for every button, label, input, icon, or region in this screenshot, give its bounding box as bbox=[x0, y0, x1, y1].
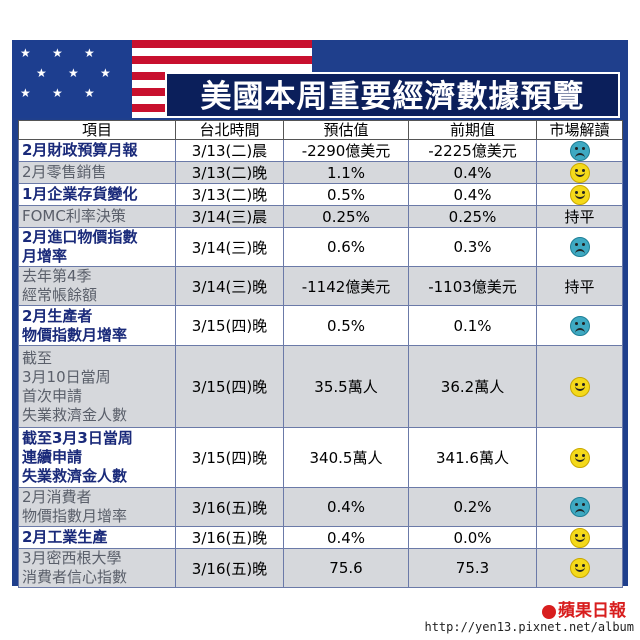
cell-forecast: 0.5% bbox=[283, 305, 409, 346]
cell-time: 3/15(四)晚 bbox=[175, 305, 284, 346]
cell-forecast: 0.5% bbox=[283, 183, 409, 206]
cell-time: 3/16(五)晚 bbox=[175, 487, 284, 527]
cell-market-reading bbox=[536, 305, 623, 346]
cell-previous: 0.1% bbox=[408, 305, 537, 346]
table-row: 2月工業生產 3/16(五)晚 0.4% 0.0% bbox=[18, 526, 623, 549]
flag-canton: ★ ★ ★ ★ ★ ★ ★ ★ ★ bbox=[12, 40, 132, 118]
cell-market-reading bbox=[536, 427, 623, 488]
cell-forecast: 75.6 bbox=[283, 548, 409, 588]
cell-item: 截至 3月10日當周 首次申請 失業救濟金人數 bbox=[18, 345, 176, 428]
cell-previous: 75.3 bbox=[408, 548, 537, 588]
cell-market-reading bbox=[536, 183, 623, 206]
cell-previous: 0.4% bbox=[408, 183, 537, 206]
cell-market-reading bbox=[536, 487, 623, 527]
cell-item: FOMC利率決策 bbox=[18, 205, 176, 228]
cell-market-reading: 持平 bbox=[536, 205, 623, 228]
page-title: 美國本周重要經濟數據預覽 bbox=[165, 72, 620, 118]
table-row: 截至3月3日當周 連續申請 失業救濟金人數 3/15(四)晚 340.5萬人 341.… bbox=[18, 427, 623, 488]
table-row: 2月生產者 物價指數月增率 3/15(四)晚 0.5% 0.1% bbox=[18, 305, 623, 346]
cell-previous: -1103億美元 bbox=[408, 266, 537, 306]
reading-text: 持平 bbox=[564, 277, 595, 296]
header-forecast: 預估值 bbox=[283, 120, 409, 140]
cell-time: 3/15(四)晚 bbox=[175, 427, 284, 488]
cell-previous: 0.3% bbox=[408, 227, 537, 267]
cell-forecast: 1.1% bbox=[283, 161, 409, 184]
cell-market-reading bbox=[536, 526, 623, 549]
cell-market-reading bbox=[536, 548, 623, 588]
cell-time: 3/16(五)晚 bbox=[175, 548, 284, 588]
cell-time: 3/14(三)晨 bbox=[175, 205, 284, 228]
cell-time: 3/15(四)晚 bbox=[175, 345, 284, 428]
cell-forecast: 0.4% bbox=[283, 487, 409, 527]
sad-face-icon bbox=[569, 315, 590, 336]
cell-item: 1月企業存貨變化 bbox=[18, 183, 176, 206]
cell-item: 2月零售銷售 bbox=[18, 161, 176, 184]
table-row: 截至 3月10日當周 首次申請 失業救濟金人數 3/15(四)晚 35.5萬人 36.… bbox=[18, 345, 623, 428]
cell-time: 3/13(二)晨 bbox=[175, 139, 284, 162]
cell-previous: 341.6萬人 bbox=[408, 427, 537, 488]
cell-time: 3/16(五)晚 bbox=[175, 526, 284, 549]
cell-market-reading bbox=[536, 161, 623, 184]
smiley-face-icon bbox=[569, 184, 590, 205]
table-row: 去年第4季 經常帳餘額 3/14(三)晚 -1142億美元 -1103億美元 持平 bbox=[18, 266, 623, 306]
cell-item: 2月生產者 物價指數月增率 bbox=[18, 305, 176, 346]
cell-time: 3/13(二)晚 bbox=[175, 183, 284, 206]
cell-forecast: 0.6% bbox=[283, 227, 409, 267]
apple-icon bbox=[542, 604, 556, 619]
cell-forecast: 0.4% bbox=[283, 526, 409, 549]
cell-time: 3/14(三)晚 bbox=[175, 266, 284, 306]
economic-data-table: 項目 台北時間 預估值 前期值 市場解讀 2月財政預算月報 3/13(二)晨 -22… bbox=[18, 120, 623, 588]
cell-market-reading bbox=[536, 345, 623, 428]
header-item: 項目 bbox=[18, 120, 176, 140]
cell-forecast: 340.5萬人 bbox=[283, 427, 409, 488]
cell-previous: 0.0% bbox=[408, 526, 537, 549]
cell-item: 2月財政預算月報 bbox=[18, 139, 176, 162]
cell-previous: 36.2萬人 bbox=[408, 345, 537, 428]
cell-forecast: -2290億美元 bbox=[283, 139, 409, 162]
cell-forecast: -1142億美元 bbox=[283, 266, 409, 306]
header-previous: 前期值 bbox=[408, 120, 537, 140]
reading-text: 持平 bbox=[564, 208, 595, 226]
cell-previous: 0.4% bbox=[408, 161, 537, 184]
header-market-reading: 市場解讀 bbox=[536, 120, 623, 140]
cell-previous: 0.25% bbox=[408, 205, 537, 228]
cell-time: 3/13(二)晚 bbox=[175, 161, 284, 184]
cell-market-reading bbox=[536, 227, 623, 267]
table-row: 2月零售銷售 3/13(二)晚 1.1% 0.4% bbox=[18, 161, 623, 184]
cell-market-reading bbox=[536, 139, 623, 162]
smiley-face-icon bbox=[569, 558, 590, 578]
table-row: 2月財政預算月報 3/13(二)晨 -2290億美元 -2225億美元 bbox=[18, 139, 623, 162]
cell-previous: -2225億美元 bbox=[408, 139, 537, 162]
table-row: FOMC利率決策 3/14(三)晨 0.25% 0.25% 持平 bbox=[18, 205, 623, 228]
sad-face-icon bbox=[569, 237, 590, 257]
cell-item: 2月進口物價指數 月增率 bbox=[18, 227, 176, 267]
cell-previous: 0.2% bbox=[408, 487, 537, 527]
table-row: 2月進口物價指數 月增率 3/14(三)晚 0.6% 0.3% bbox=[18, 227, 623, 267]
smiley-face-icon bbox=[569, 162, 590, 183]
smiley-face-icon bbox=[569, 527, 590, 548]
smiley-face-icon bbox=[569, 447, 590, 468]
cell-item: 截至3月3日當周 連續申請 失業救濟金人數 bbox=[18, 427, 176, 488]
smiley-face-icon bbox=[569, 376, 590, 397]
us-flag-graphic: ★ ★ ★ ★ ★ ★ ★ ★ ★ bbox=[12, 40, 312, 118]
cell-item: 3月密西根大學 消費者信心指數 bbox=[18, 548, 176, 588]
cell-forecast: 0.25% bbox=[283, 205, 409, 228]
cell-item: 2月工業生產 bbox=[18, 526, 176, 549]
cell-item: 2月消費者 物價指數月增率 bbox=[18, 487, 176, 527]
header-taipei-time: 台北時間 bbox=[175, 120, 284, 140]
source-url: http://yen13.pixnet.net/album bbox=[424, 620, 634, 634]
cell-market-reading: 持平 bbox=[536, 266, 623, 306]
table-row: 2月消費者 物價指數月增率 3/16(五)晚 0.4% 0.2% bbox=[18, 487, 623, 527]
cell-time: 3/14(三)晚 bbox=[175, 227, 284, 267]
sad-face-icon bbox=[569, 497, 590, 517]
cell-item: 去年第4季 經常帳餘額 bbox=[18, 266, 176, 306]
sad-face-icon bbox=[569, 140, 590, 161]
table-row: 1月企業存貨變化 3/13(二)晚 0.5% 0.4% bbox=[18, 183, 623, 206]
apple-daily-logo: 蘋果日報 bbox=[542, 596, 626, 621]
table-header-row: 項目 台北時間 預估值 前期值 市場解讀 bbox=[18, 120, 623, 140]
cell-forecast: 35.5萬人 bbox=[283, 345, 409, 428]
table-row: 3月密西根大學 消費者信心指數 3/16(五)晚 75.6 75.3 bbox=[18, 548, 623, 588]
